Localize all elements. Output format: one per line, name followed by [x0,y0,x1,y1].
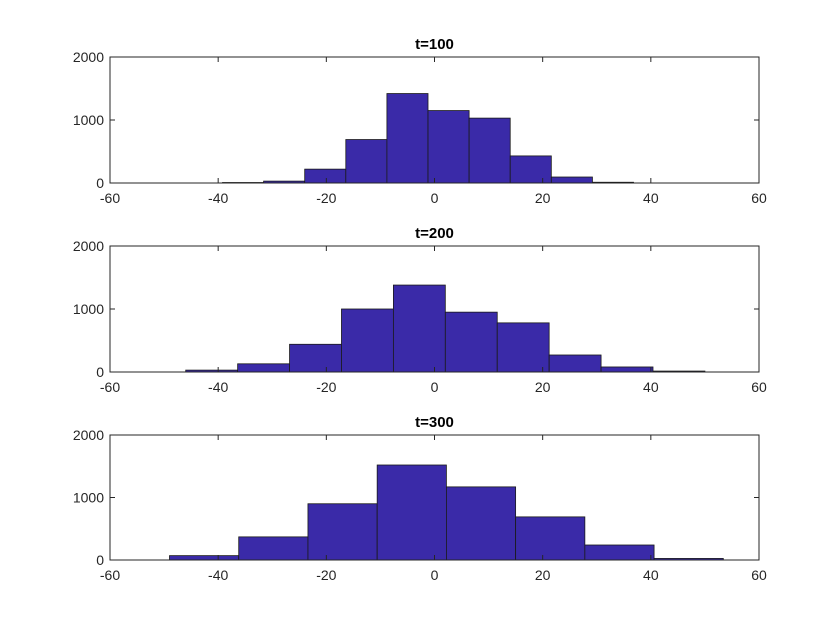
histogram-bar [376,464,447,561]
histogram-bar [341,308,394,373]
histogram-bar [169,555,240,561]
x-tick-label: -40 [208,567,228,583]
x-tick-label: 60 [751,190,767,206]
histogram-bar [307,503,378,561]
x-tick-label: 40 [643,567,659,583]
histogram-bar [550,176,593,184]
x-tick-label: -20 [316,379,336,395]
x-tick-label: -60 [100,379,120,395]
y-tick-label: 0 [96,552,104,568]
chart-title: t=300 [415,414,454,431]
y-tick-label: 1000 [73,112,104,128]
histogram-bar [444,311,498,373]
y-tick-label: 0 [96,364,104,380]
histogram-bar [445,486,517,561]
x-tick-label: 60 [751,379,767,395]
x-tick-label: 40 [643,190,659,206]
histogram-bar [392,284,446,373]
x-tick-label: 0 [431,567,439,583]
x-tick-label: 20 [535,379,551,395]
histogram-panel-2: -60 -40 -20 0 20 40 60 0 1000 2000 t=200 [73,225,767,395]
x-tick-label: -60 [100,190,120,206]
y-tick-label: 2000 [73,238,104,254]
x-tick-label: 0 [431,190,439,206]
y-tick-label: 2000 [73,49,104,65]
histogram-bar [509,155,552,184]
x-tick-label: 20 [535,567,551,583]
histogram-bar [386,93,429,184]
y-tick-label: 2000 [73,427,104,443]
histogram-bar [515,516,586,561]
y-tick-label: 1000 [73,490,104,506]
histogram-bar [496,322,550,373]
histogram-bar [600,366,654,373]
y-tick-label: 1000 [73,301,104,317]
histogram-bar [427,110,470,184]
histogram-panel-1: -60 -40 -20 0 20 40 60 0 1000 2000 t=100 [73,36,767,206]
x-tick-label: -40 [208,190,228,206]
histogram-bar [548,354,602,373]
x-tick-label: -20 [316,567,336,583]
histogram-panel-3: -60 -40 -20 0 20 40 60 0 1000 2000 t=300 [73,414,767,583]
x-tick-label: 20 [535,190,551,206]
x-tick-label: 60 [751,567,767,583]
histogram-bar [238,536,309,561]
histogram-bar [237,363,290,373]
histogram-bar [584,544,655,561]
histogram-bar [289,343,342,373]
x-tick-label: -60 [100,567,120,583]
x-tick-label: 0 [431,379,439,395]
chart-title: t=200 [415,225,454,242]
x-tick-label: -40 [208,379,228,395]
chart-title: t=100 [415,36,454,53]
x-tick-label: -20 [316,190,336,206]
histogram-bar [345,139,388,184]
histogram-bar [304,168,347,184]
y-tick-label: 0 [96,175,104,191]
histogram-bar [468,117,511,184]
x-tick-label: 40 [643,379,659,395]
